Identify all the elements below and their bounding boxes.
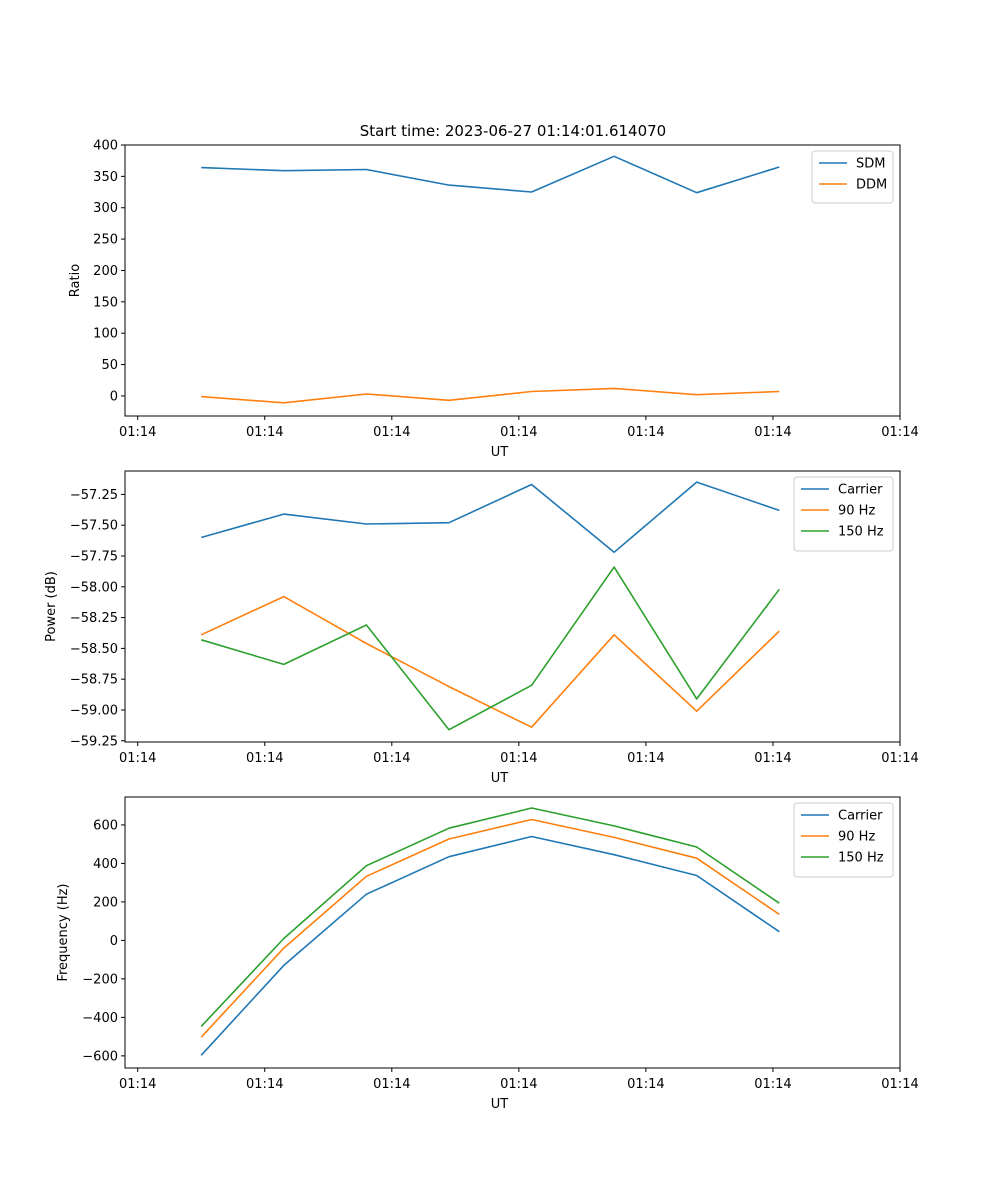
x-tick-label: 01:14 <box>881 425 918 440</box>
y-tick-label: 100 <box>93 327 118 342</box>
y-tick-label: 300 <box>93 201 118 216</box>
y-tick-label: −600 <box>82 1049 118 1064</box>
subplots: 01:14 01:14 01:14 01:14 01:14 01:14 01:14 UT 0 50… <box>44 139 919 1113</box>
x-tick-label: 01:14 <box>373 1077 410 1092</box>
x-tick-label: 01:14 <box>881 751 918 766</box>
y-tick-label: 200 <box>93 264 118 279</box>
legend: SDM DDM <box>811 150 894 204</box>
x-axis-label: UT <box>491 445 509 460</box>
x-tick-label: 01:14 <box>373 751 410 766</box>
y-axis-label: Frequency (Hz) <box>56 883 71 981</box>
y-tick-label: −57.25 <box>70 488 118 503</box>
series-line-150-hz <box>200 807 780 1027</box>
x-axis-label: UT <box>491 771 509 786</box>
y-tick-label: 600 <box>93 818 118 833</box>
y-tick-label: −58.75 <box>70 673 118 688</box>
legend: Carrier 90 Hz 150 Hz <box>793 802 894 878</box>
y-tick-label: 200 <box>93 895 118 910</box>
subplot-2: 01:14 01:14 01:14 01:14 01:14 01:14 01:14 UT −59… <box>44 470 919 786</box>
y-tick-label: 350 <box>93 170 118 185</box>
x-tick-label: 01:14 <box>246 1077 283 1092</box>
x-tick-label: 01:14 <box>246 751 283 766</box>
x-tick-label: 01:14 <box>881 1077 918 1092</box>
y-axis-label: Power (dB) <box>44 571 59 642</box>
y-tick-label: −58.50 <box>70 642 118 657</box>
legend-label: 150 Hz <box>838 525 884 540</box>
subplot-1: 01:14 01:14 01:14 01:14 01:14 01:14 01:14 UT 0 50… <box>68 139 919 461</box>
x-tick-label: 01:14 <box>119 425 156 440</box>
legend-label: Carrier <box>838 483 883 498</box>
y-tick-label: 400 <box>93 139 118 154</box>
x-tick-label: 01:14 <box>373 425 410 440</box>
legend-label: 150 Hz <box>838 851 884 866</box>
legend-label: 90 Hz <box>838 830 875 845</box>
series-line-carrier <box>200 481 780 554</box>
legend-label: DDM <box>856 178 887 193</box>
y-tick-label: −200 <box>82 972 118 987</box>
x-tick-label: 01:14 <box>754 751 791 766</box>
axes-frame <box>124 796 901 1069</box>
legend-box <box>793 802 894 878</box>
series-line-150-hz <box>200 566 780 731</box>
x-tick-label: 01:14 <box>627 425 664 440</box>
y-tick-label: 150 <box>93 295 118 310</box>
x-tick-label: 01:14 <box>754 425 791 440</box>
y-tick-label: 400 <box>93 857 118 872</box>
series-line-90-hz <box>200 818 780 1038</box>
x-tick-label: 01:14 <box>246 425 283 440</box>
y-tick-label: −400 <box>82 1011 118 1026</box>
y-tick-label: 0 <box>110 934 118 949</box>
axes-frame <box>124 470 901 743</box>
legend-label: 90 Hz <box>838 504 875 519</box>
x-tick-label: 01:14 <box>500 751 537 766</box>
y-tick-label: −59.25 <box>70 734 118 749</box>
y-tick-label: −58.00 <box>70 580 118 595</box>
x-axis-label: UT <box>491 1097 509 1112</box>
y-axis-label: Ratio <box>68 264 83 297</box>
y-tick-label: −57.50 <box>70 519 118 534</box>
x-tick-label: 01:14 <box>754 1077 791 1092</box>
x-tick-label: 01:14 <box>627 751 664 766</box>
figure-title: Start time: 2023-06-27 01:14:01.614070 <box>360 122 666 140</box>
subplot-3: 01:14 01:14 01:14 01:14 01:14 01:14 01:14 UT −60… <box>56 796 919 1112</box>
x-tick-label: 01:14 <box>119 751 156 766</box>
x-tick-label: 01:14 <box>500 425 537 440</box>
legend-box <box>793 476 894 552</box>
y-tick-label: −59.00 <box>70 703 118 718</box>
y-tick-label: 50 <box>101 358 118 373</box>
x-tick-label: 01:14 <box>119 1077 156 1092</box>
x-tick-label: 01:14 <box>500 1077 537 1092</box>
y-tick-label: −57.75 <box>70 549 118 564</box>
legend-box <box>811 150 894 204</box>
y-tick-label: 250 <box>93 233 118 248</box>
axes-frame <box>124 144 901 417</box>
legend: Carrier 90 Hz 150 Hz <box>793 476 894 552</box>
y-tick-label: 0 <box>110 389 118 404</box>
x-tick-label: 01:14 <box>627 1077 664 1092</box>
series-line-carrier <box>200 835 780 1056</box>
legend-label: Carrier <box>838 809 883 824</box>
series-line-ddm <box>201 387 780 404</box>
series-line-sdm <box>201 155 780 194</box>
y-tick-label: −58.25 <box>70 611 118 626</box>
legend-label: SDM <box>856 157 885 172</box>
